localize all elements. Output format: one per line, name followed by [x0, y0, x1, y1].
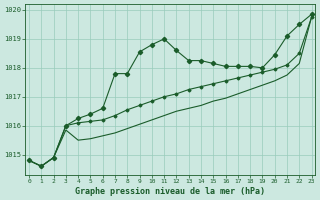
X-axis label: Graphe pression niveau de la mer (hPa): Graphe pression niveau de la mer (hPa) — [75, 187, 265, 196]
